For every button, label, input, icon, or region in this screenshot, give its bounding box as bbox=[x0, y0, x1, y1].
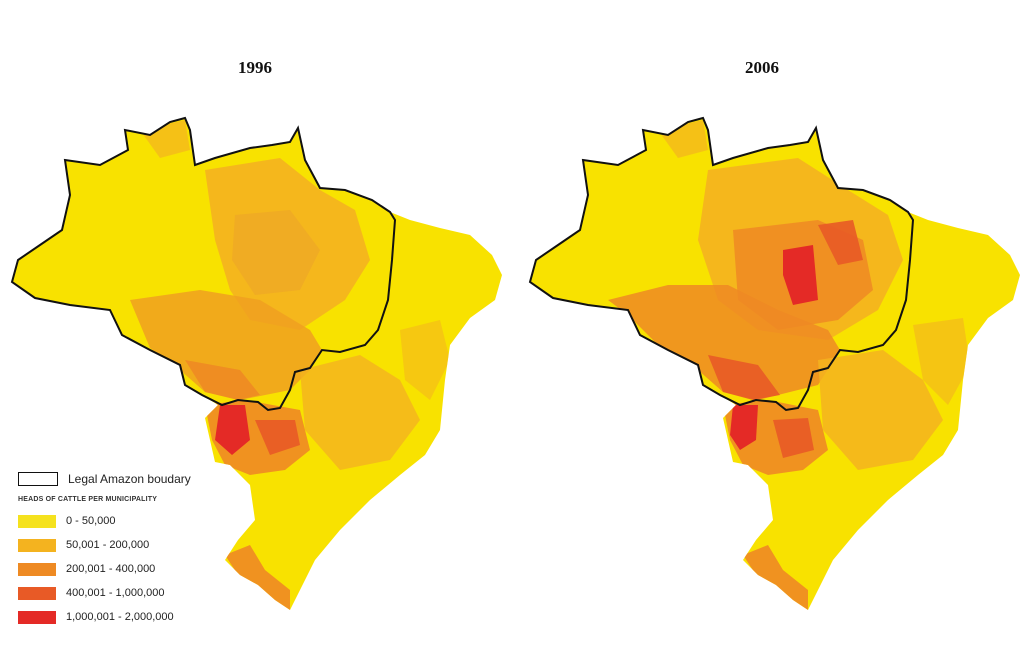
legend-class-row: 1,000,001 - 2,000,000 bbox=[18, 605, 191, 629]
map-title-2006: 2006 bbox=[745, 58, 779, 77]
legend-boundary-entry: Legal Amazon boudary bbox=[18, 472, 191, 486]
legend-class-swatch bbox=[18, 562, 56, 576]
legend-class-label: 400,001 - 1,000,000 bbox=[66, 587, 165, 599]
legend-class-swatch bbox=[18, 610, 56, 624]
legend-class-label: 0 - 50,000 bbox=[66, 515, 116, 527]
legend-class-swatch bbox=[18, 538, 56, 552]
legend-class-label: 50,001 - 200,000 bbox=[66, 539, 150, 551]
legend-class-label: 200,001 - 400,000 bbox=[66, 563, 156, 575]
legend-class-row: 200,001 - 400,000 bbox=[18, 557, 191, 581]
legend-boundary-swatch bbox=[18, 472, 58, 486]
legend-class-swatch bbox=[18, 514, 56, 528]
map-1996 bbox=[11, 117, 502, 610]
legend-classes: 0 - 50,000 50,001 - 200,000 200,001 - 400,… bbox=[18, 509, 191, 629]
map-2006 bbox=[529, 117, 1020, 610]
map-legend: Legal Amazon boudary HEADS OF CATTLE PER… bbox=[18, 472, 191, 629]
map-title-1996: 1996 bbox=[238, 58, 272, 77]
legend-class-row: 50,001 - 200,000 bbox=[18, 533, 191, 557]
legend-heading: HEADS OF CATTLE PER MUNICIPALITY bbox=[18, 496, 158, 503]
map-1996-density bbox=[130, 120, 450, 610]
legend-class-label: 1,000,001 - 2,000,000 bbox=[66, 611, 174, 623]
legend-class-row: 0 - 50,000 bbox=[18, 509, 191, 533]
legend-class-row: 400,001 - 1,000,000 bbox=[18, 581, 191, 605]
legend-boundary-label: Legal Amazon boudary bbox=[68, 472, 191, 486]
legend-class-swatch bbox=[18, 586, 56, 600]
